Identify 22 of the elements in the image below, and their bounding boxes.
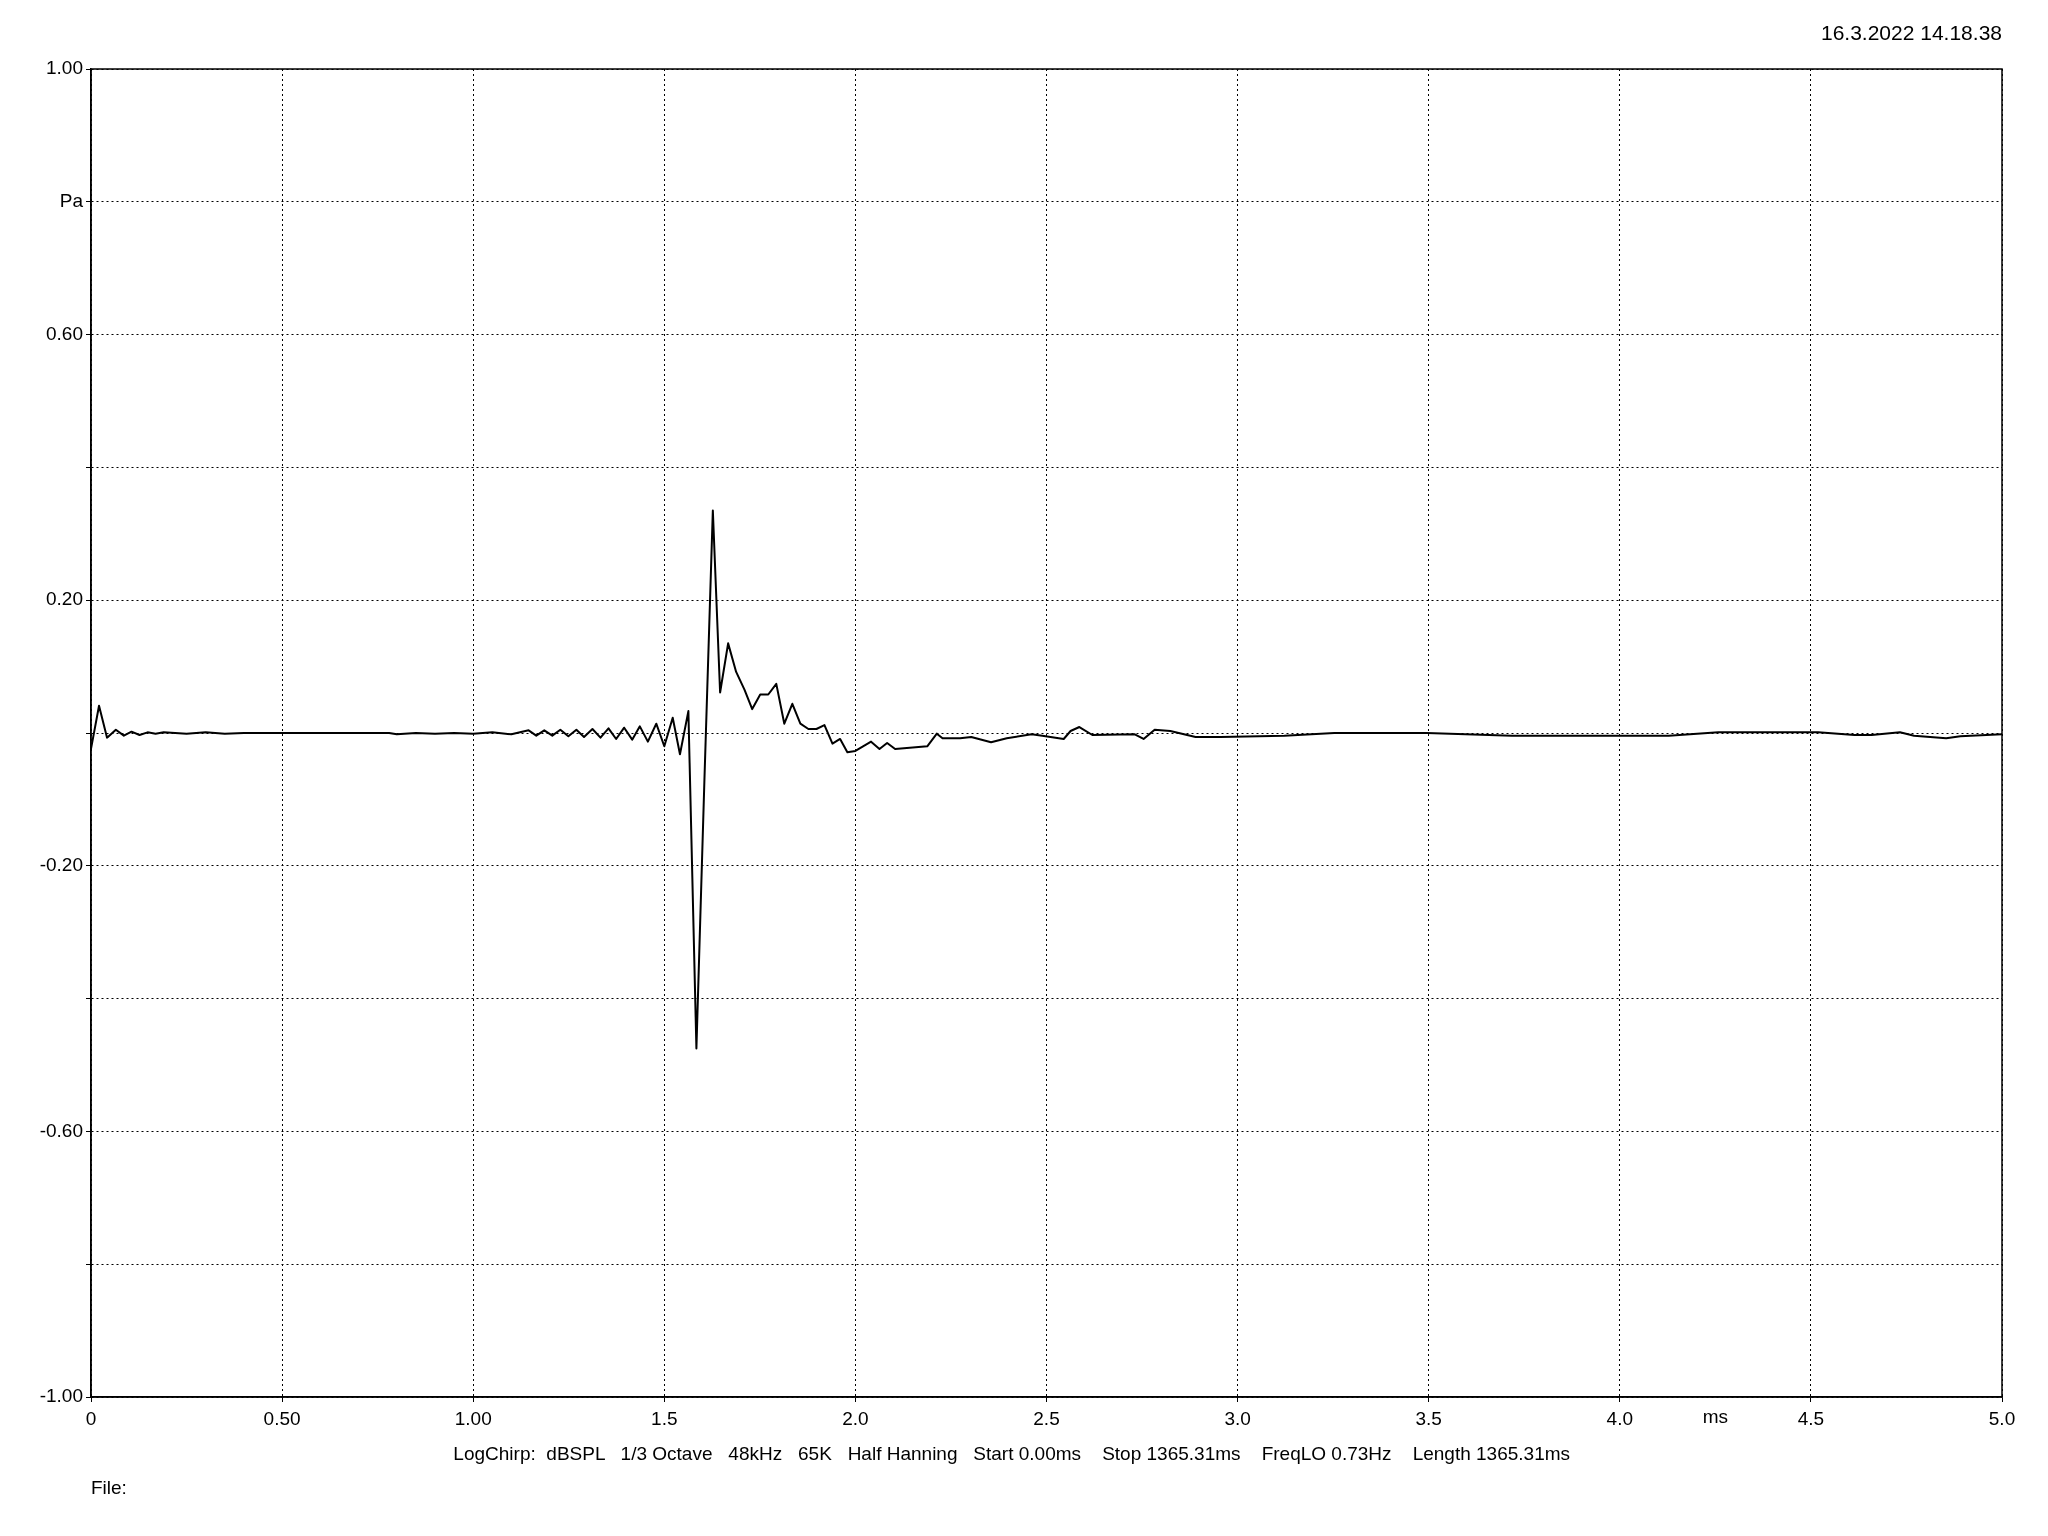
y-tick-label: 0.60 xyxy=(46,322,83,344)
y-axis-title: Pa xyxy=(59,190,84,212)
x-tick-label: 1.00 xyxy=(454,1407,492,1429)
x-tick-label: 2.5 xyxy=(1033,1407,1060,1429)
x-tick-label: 4.0 xyxy=(1606,1407,1634,1429)
text: File: xyxy=(91,1477,127,1499)
y-tick-label: -0.60 xyxy=(39,1119,83,1141)
y-tick-label: 0.20 xyxy=(46,588,83,610)
x-tick-label: 4.5 xyxy=(1797,1407,1825,1429)
text: LogChirp: dBSPL 1/3 Octave 48kHz 65K Half Hanning Start 0.00ms Stop 1365.31ms FreqLO 0.73Hz Length 1365.31ms xyxy=(453,1443,1571,1465)
x-tick-label: 0 xyxy=(85,1407,97,1429)
x-axis-title: ms xyxy=(1702,1405,1729,1427)
x-tick-label: 5.0 xyxy=(1988,1407,2016,1429)
x-tick-label: 0.50 xyxy=(263,1407,301,1429)
y-tick-label: 1.00 xyxy=(46,57,83,79)
x-tick-label: 3.0 xyxy=(1224,1407,1251,1429)
y-tick-label: -1.00 xyxy=(39,1385,83,1407)
x-tick-label: 2.0 xyxy=(842,1407,869,1429)
y-tick-label: -0.20 xyxy=(39,854,83,876)
x-tick-label: 1.5 xyxy=(651,1407,678,1429)
x-tick-label: 3.5 xyxy=(1415,1407,1442,1429)
text: 16.3.2022 14.18.38 xyxy=(1820,20,2002,44)
